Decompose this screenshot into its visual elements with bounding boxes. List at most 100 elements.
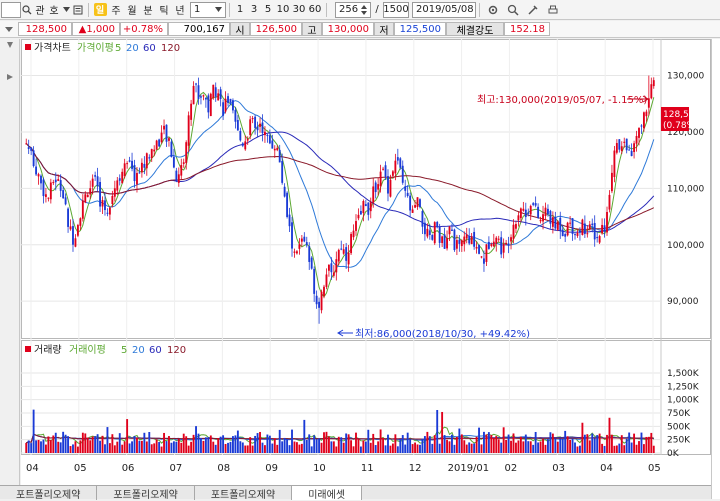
print-icon[interactable]	[543, 2, 563, 18]
volume-bar	[601, 443, 604, 453]
tab-portfolio-3[interactable]: 포트폴리오제약	[195, 486, 293, 501]
volume-bar	[453, 444, 456, 453]
volume-bar	[207, 437, 210, 453]
volume-bar	[455, 436, 458, 453]
search-icon[interactable]	[21, 2, 33, 18]
minute-3-button[interactable]: 3	[250, 4, 258, 15]
volume-bar	[618, 443, 621, 453]
volume-bar	[404, 444, 407, 453]
volume-bar	[276, 444, 279, 453]
candle-body	[246, 139, 249, 141]
quote-collapse-icon[interactable]	[0, 22, 18, 36]
chart-area[interactable]: 90,000 100,000 110,000 120,000 130,000 0K 250K…	[21, 39, 711, 485]
legend-marker	[25, 346, 31, 352]
candle-body	[340, 248, 343, 250]
low-annotation: 최저:86,000(2018/10/30, +49.42%)	[355, 328, 530, 340]
volume-bar	[54, 432, 57, 453]
minute-1-button[interactable]: 1	[236, 4, 244, 15]
candle-body	[623, 141, 626, 143]
tab-portfolio-2[interactable]: 포트폴리오제약	[97, 486, 195, 501]
period-year-button[interactable]: 년	[175, 6, 185, 17]
stock-chart[interactable]: 90,000 100,000 110,000 120,000 130,000 0K 250K…	[21, 39, 711, 485]
volume-bar	[96, 434, 99, 453]
daily-period-button[interactable]: 일	[92, 2, 108, 18]
candle-body	[571, 218, 574, 235]
candle-body	[207, 95, 210, 113]
volume-bar	[389, 445, 392, 453]
tab-portfolio-1[interactable]: 포트폴리오제약	[0, 486, 98, 501]
candle-body	[323, 286, 325, 297]
minute-5-button[interactable]: 5	[264, 4, 272, 15]
volume-bar	[298, 444, 301, 453]
strength-value: 152.18	[504, 22, 550, 36]
volume-bar	[613, 445, 616, 453]
price-ma60-legend: 60	[143, 43, 156, 54]
volume-bar	[633, 433, 636, 453]
volume-bar	[359, 446, 362, 453]
tools-icon[interactable]	[523, 2, 543, 18]
zoom-icon[interactable]	[503, 2, 523, 18]
volume-bar	[586, 434, 589, 453]
count-stepper[interactable]: 256	[335, 1, 371, 18]
interval-select[interactable]: 1	[190, 1, 226, 18]
volume-bar	[140, 440, 143, 453]
axis-labels: 90,000 100,000 110,000 120,000 130,000 0K 250K…	[26, 72, 704, 474]
candle-body	[79, 218, 82, 226]
stock-code-input[interactable]	[1, 1, 21, 18]
hoga-button[interactable]: 호	[49, 6, 59, 17]
volume-bar	[596, 435, 599, 453]
candle-body	[318, 301, 321, 308]
candle-body	[133, 165, 136, 182]
date-select[interactable]: 2019/05/08	[412, 1, 476, 18]
candle-body	[591, 223, 594, 226]
volume-bar	[369, 442, 372, 453]
candle-body	[123, 163, 126, 177]
minute-10-button[interactable]: 10	[276, 4, 290, 15]
expand-left-icon[interactable]	[7, 42, 13, 48]
volume-bar	[37, 439, 40, 453]
expand-right-icon[interactable]	[7, 74, 13, 80]
candle-body	[566, 222, 569, 236]
period-minute-button[interactable]: 분	[143, 6, 153, 17]
candle-body	[581, 219, 584, 235]
candle-body	[579, 230, 581, 233]
settings-icon[interactable]	[483, 2, 503, 18]
minute-30-button[interactable]: 30	[292, 4, 306, 15]
volume-bar	[108, 443, 111, 453]
volume-bar	[133, 436, 136, 453]
right-scroll-strip[interactable]	[711, 39, 720, 499]
volume-bar	[399, 438, 402, 453]
minute-60-button[interactable]: 60	[308, 4, 322, 15]
volume-bar	[502, 427, 505, 453]
chevron-down-icon[interactable]	[61, 2, 71, 18]
volume-bar	[246, 445, 249, 453]
period-month-button[interactable]: 월	[127, 6, 137, 17]
volume-bar	[229, 441, 232, 453]
candle-body	[320, 291, 323, 311]
candle-body	[291, 222, 293, 249]
volume-bar	[411, 444, 414, 453]
price-ma120-legend: 120	[161, 43, 180, 54]
volume-bar	[640, 432, 643, 453]
candle-body	[428, 230, 431, 235]
candle-body	[266, 135, 269, 137]
chevron-down-icon	[215, 7, 222, 12]
volume-ma5-legend: 5	[121, 345, 127, 356]
candle-body	[128, 160, 131, 162]
period-week-button[interactable]: 주	[111, 6, 121, 17]
period-tick-button[interactable]: 틱	[159, 6, 169, 17]
candle-body	[273, 148, 276, 151]
candle-body	[576, 232, 579, 236]
candle-body	[214, 87, 217, 97]
candle-body	[564, 234, 567, 237]
strength-label: 체결강도	[446, 22, 504, 37]
candle-body	[608, 194, 611, 210]
total-count-input[interactable]: 1500	[383, 1, 409, 18]
candle-body	[406, 192, 409, 196]
list-icon[interactable]	[71, 2, 85, 18]
volume-bar	[126, 419, 129, 453]
candle-body	[507, 243, 510, 246]
candle-body	[645, 111, 648, 117]
related-button[interactable]: 관	[35, 6, 45, 17]
tab-mirae[interactable]: 미래에셋	[292, 486, 363, 501]
